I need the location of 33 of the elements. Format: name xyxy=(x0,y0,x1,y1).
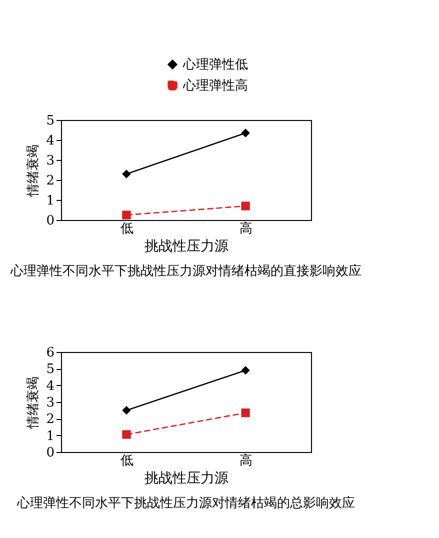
y-tick-label: 3 xyxy=(46,396,54,410)
y-tick-label: 5 xyxy=(46,362,54,378)
text: 心理弹性不同水平下挑战性压力源对情绪枯竭的直接影响效应 xyxy=(10,263,362,279)
legend-label: 心理弹性高 xyxy=(182,78,248,94)
text: 心理弹性不同水平下挑战性压力源对情绪枯竭的总影响效应 xyxy=(16,495,355,511)
y-tick-label: 0 xyxy=(46,214,54,228)
x-tick-label: 低 xyxy=(120,222,134,236)
y-tick-label: 1 xyxy=(46,194,54,208)
y-tick-label: 1 xyxy=(46,428,54,444)
point xyxy=(241,408,250,418)
point xyxy=(122,430,131,439)
x-tick-label: 高 xyxy=(240,220,253,236)
y-axis-title: 情绪衰竭 xyxy=(25,144,42,198)
point xyxy=(241,366,250,375)
y-tick-label: 2 xyxy=(46,412,54,428)
y-tick-label: 5 xyxy=(46,114,54,128)
point xyxy=(122,170,131,178)
y-tick-label: 3 xyxy=(46,154,54,168)
y-tick-label: 0 xyxy=(46,446,54,460)
y-tick-label: 4 xyxy=(46,378,54,394)
legend-label: 心理弹性低 xyxy=(182,56,248,72)
point xyxy=(122,210,131,220)
point xyxy=(241,128,250,138)
y-axis-title: 情绪衰竭 xyxy=(25,376,42,430)
x-axis-title: 挑战性压力源 xyxy=(144,238,228,254)
point xyxy=(122,406,131,415)
x-tick-label: 低 xyxy=(120,454,134,468)
y-tick-label: 4 xyxy=(46,134,54,148)
y-tick-label: 2 xyxy=(46,174,54,188)
point xyxy=(241,202,250,210)
x-tick-label: 高 xyxy=(240,452,253,468)
y-tick-label: 6 xyxy=(46,346,54,360)
x-axis-title: 挑战性压力源 xyxy=(144,470,228,486)
